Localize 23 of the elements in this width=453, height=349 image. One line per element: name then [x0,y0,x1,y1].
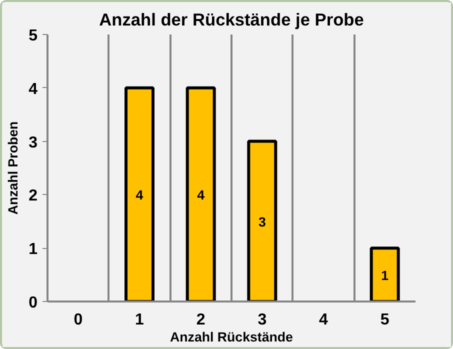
bar [124,86,154,302]
x-tick-label: 5 [380,312,390,328]
bar [186,86,216,302]
bar [370,246,400,302]
x-tick-label: 0 [74,312,83,328]
x-tick-label: 3 [258,312,267,328]
data-label: 4 [197,188,206,203]
y-tick-label: 5 [28,28,38,44]
y-axis-title: Anzahl Proben [6,121,21,215]
chart-title: Anzahl der Rückstände je Probe [99,10,364,30]
data-label: 3 [258,214,266,230]
y-tick-label: 3 [28,134,38,152]
y-tick-label: 2 [28,188,38,205]
y-tick-label: 0 [28,294,38,312]
data-label: 4 [136,188,144,203]
x-tick-label: 2 [196,312,206,328]
y-tick-label: 4 [28,80,38,98]
x-tick-label: 4 [319,312,328,328]
x-axis-title: Anzahl Rückstände [170,330,293,344]
bar [247,140,278,302]
data-label: 1 [381,268,390,283]
x-tick-label: 1 [135,312,144,328]
y-tick-label: 1 [28,241,38,258]
